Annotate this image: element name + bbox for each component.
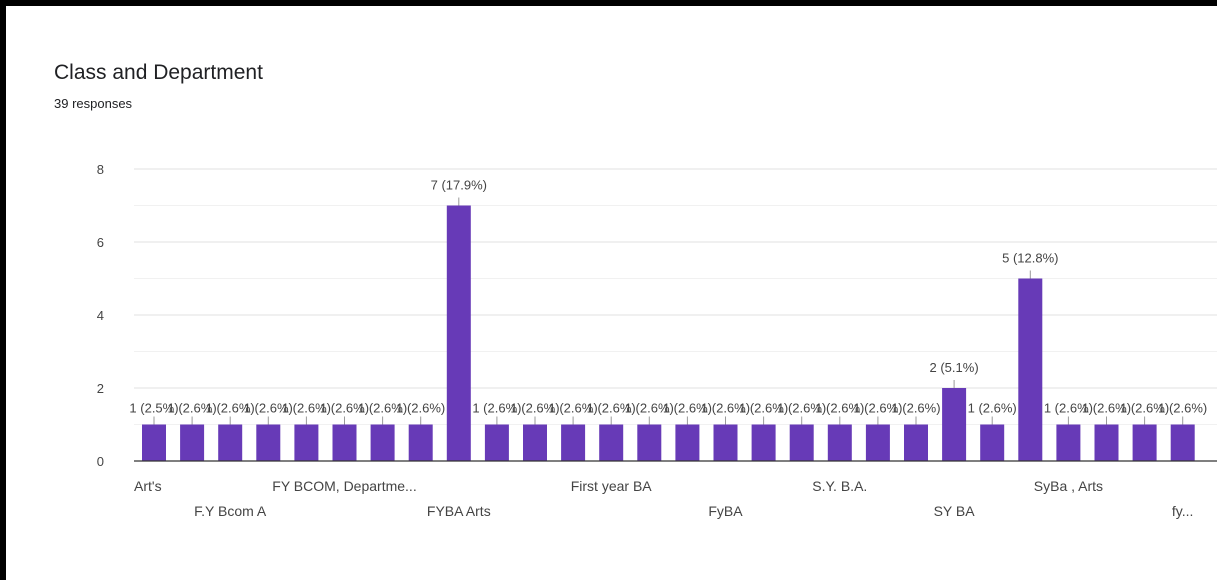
data-label: 1 (2.6%) — [777, 401, 826, 416]
bar — [942, 388, 967, 461]
x-tick-label: S.Y. B.A. — [812, 478, 867, 494]
data-label: 1 (2.6%) — [282, 401, 331, 416]
bar — [561, 424, 586, 461]
x-tick-label: FYBA Arts — [427, 503, 491, 519]
data-label: 1 (2.6%) — [587, 401, 636, 416]
bar — [599, 424, 624, 461]
bar — [675, 424, 700, 461]
chart-title: Class and Department — [54, 61, 263, 84]
bar — [370, 424, 395, 461]
x-tick-label: FY BCOM, Departme... — [272, 478, 416, 494]
data-label: 1 (2.6%) — [206, 401, 255, 416]
x-tick-label: FyBA — [708, 503, 743, 519]
response-count: 39 responses — [54, 96, 133, 111]
data-label: 1 (2.6%) — [968, 401, 1017, 416]
y-tick-label: 2 — [97, 381, 104, 396]
data-label: 1 (2.6%) — [625, 401, 674, 416]
y-tick-label: 8 — [97, 162, 104, 177]
data-label: 1 (2.6%) — [853, 401, 902, 416]
x-tick-label: First year BA — [571, 478, 653, 494]
bar — [1018, 278, 1043, 461]
bar — [751, 424, 776, 461]
bar — [446, 205, 471, 461]
bar — [142, 424, 166, 461]
data-label: 1 (2.5%) — [129, 401, 178, 416]
data-label: 1 (2.6%) — [320, 401, 369, 416]
bar — [294, 424, 319, 461]
bar — [1094, 424, 1119, 461]
y-tick-label: 4 — [97, 308, 104, 323]
bar — [865, 424, 890, 461]
bar — [256, 424, 281, 461]
y-tick-label: 0 — [97, 454, 104, 469]
x-tick-label: fy... — [1172, 503, 1194, 519]
data-label: 1 (2.6%) — [1082, 401, 1131, 416]
bar — [713, 424, 738, 461]
bar — [789, 424, 814, 461]
bar — [1170, 424, 1195, 461]
bar — [827, 424, 852, 461]
bar — [332, 424, 357, 461]
data-label: 1 (2.6%) — [396, 401, 445, 416]
data-label: 7 (17.9%) — [431, 178, 487, 193]
chart-card: Class and Department 39 responses 0 2 4 6 8 1… — [6, 6, 1217, 580]
x-tick-label: F.Y Bcom A — [194, 503, 267, 519]
data-label: 5 (12.8%) — [1002, 251, 1058, 266]
data-label: 1 (2.6%) — [358, 401, 407, 416]
data-label: 1 (2.6%) — [815, 401, 864, 416]
data-label: 1 (2.6%) — [663, 401, 712, 416]
x-tick-label: Art's — [134, 478, 162, 494]
bar — [1056, 424, 1081, 461]
data-label: 1 (2.6%) — [510, 401, 559, 416]
data-label: 1 (2.6%) — [739, 401, 788, 416]
y-tick-label: 6 — [97, 235, 104, 250]
data-label: 1 (2.6%) — [472, 401, 521, 416]
bar — [408, 424, 433, 461]
data-label: 1 (2.6%) — [891, 401, 940, 416]
bar — [218, 424, 243, 461]
data-label: 1 (2.6%) — [1044, 401, 1093, 416]
data-label: 1 (2.6%) — [1120, 401, 1169, 416]
bar — [904, 424, 928, 461]
data-label: 1 (2.6%) — [244, 401, 293, 416]
data-label: 1 (2.6%) — [701, 401, 750, 416]
bar — [1132, 424, 1157, 461]
bar — [523, 424, 547, 461]
data-label: 1 (2.6%) — [1158, 401, 1207, 416]
data-label: 2 (5.1%) — [930, 360, 979, 375]
data-label: 1 (2.6%) — [168, 401, 217, 416]
data-label: 1 (2.6%) — [549, 401, 598, 416]
x-tick-label: SY BA — [934, 503, 976, 519]
bar — [637, 424, 662, 461]
bar — [180, 424, 205, 461]
x-tick-label: SyBa , Arts — [1034, 478, 1103, 494]
bar — [980, 424, 1005, 461]
bar — [484, 424, 509, 461]
